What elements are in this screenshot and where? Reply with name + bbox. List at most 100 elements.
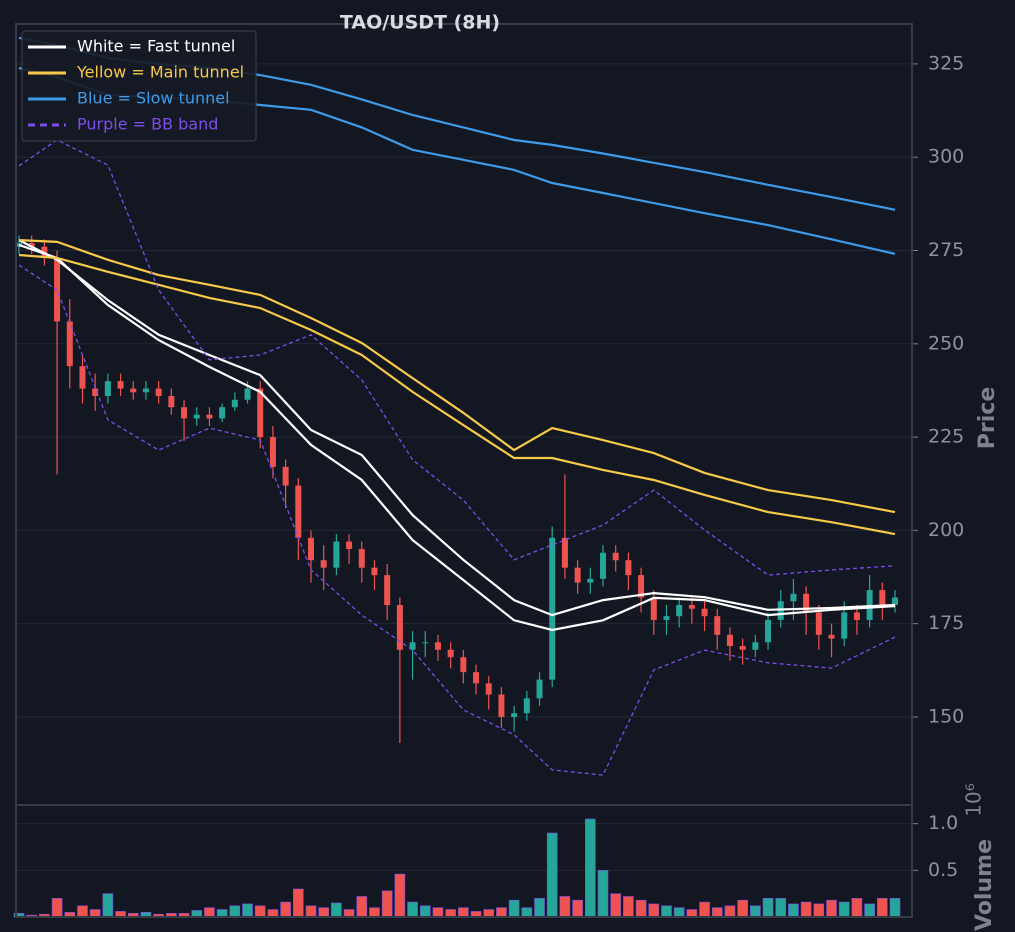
candle-body — [803, 593, 810, 613]
y-tick-label: 225 — [928, 426, 964, 448]
candle-body — [346, 541, 353, 550]
candle-body — [574, 567, 581, 583]
y-tick-label: 0.5 — [928, 859, 958, 881]
candle-body — [447, 649, 454, 658]
volume-bar — [204, 907, 215, 918]
y-tick-label: 250 — [928, 332, 964, 354]
tunnel-line — [18, 243, 896, 632]
volume-bar — [864, 903, 875, 918]
volume-bar — [381, 890, 393, 918]
volume-bar — [800, 901, 812, 918]
candle-body — [523, 698, 530, 714]
tunnel-line — [18, 239, 896, 514]
volume-bar — [267, 909, 279, 918]
y-tick-label: 175 — [928, 612, 964, 634]
volume-bar — [331, 902, 342, 918]
plot — [13, 36, 901, 918]
volume-bar — [51, 898, 63, 918]
candle-body — [485, 683, 492, 695]
volume-bar — [102, 893, 114, 918]
volume-bar — [889, 898, 901, 918]
volume-bar — [343, 909, 355, 918]
y-tick-label: 200 — [928, 519, 964, 541]
candle-body — [333, 541, 340, 568]
candle-body — [130, 388, 137, 393]
volume-bar — [775, 898, 787, 918]
volume-bar — [762, 898, 774, 918]
volume-bar — [877, 898, 888, 918]
volume-axis-label: Volume — [972, 839, 997, 931]
volume-bar — [737, 899, 748, 918]
candle-body — [650, 597, 657, 620]
candle-body — [384, 575, 391, 605]
candle-body — [117, 381, 124, 389]
candle-body — [92, 388, 99, 397]
candle-body — [308, 537, 314, 561]
candle-body — [828, 634, 835, 639]
volume-bar — [623, 896, 634, 918]
volume-bar — [851, 898, 863, 918]
candle-body — [612, 552, 619, 561]
candle-body — [193, 414, 200, 419]
candle-body — [841, 612, 848, 639]
candle-body — [587, 578, 594, 583]
candle-body — [714, 616, 721, 635]
volume-bar — [585, 818, 596, 918]
candle-body — [320, 560, 327, 568]
legend-label: Purple = BB band — [77, 115, 218, 134]
volume-bar — [318, 907, 329, 918]
candle-body — [790, 593, 797, 602]
candle-body — [396, 604, 403, 650]
candle-body — [104, 381, 111, 397]
candle-body — [181, 407, 188, 419]
tunnel-line — [18, 264, 896, 776]
candle-body — [244, 388, 251, 400]
candle-body — [155, 388, 162, 397]
candle-body — [66, 321, 73, 367]
volume-bar — [546, 832, 558, 918]
volume-bar — [496, 907, 507, 918]
volume-bar — [813, 903, 825, 918]
legend-label: Blue = Slow tunnel — [77, 89, 230, 108]
volume-bar — [724, 905, 736, 918]
volume-bar — [229, 905, 241, 918]
tunnel-line — [18, 239, 896, 617]
candle-body — [434, 642, 441, 650]
candle-body — [231, 399, 238, 408]
candle-body — [879, 590, 886, 605]
candle-body — [663, 616, 670, 620]
candle-body — [638, 575, 645, 598]
y-axis-label: Price — [975, 387, 1000, 449]
volume-bar — [635, 899, 647, 918]
y-tick-label: 150 — [928, 705, 964, 727]
volume-bar — [610, 893, 621, 918]
y-tick-label: 325 — [928, 52, 964, 74]
volume-bar — [673, 907, 685, 918]
volume-bar — [407, 901, 418, 918]
volume-bar — [432, 907, 444, 918]
legend-label: White = Fast tunnel — [77, 37, 235, 56]
volume-bar — [711, 907, 723, 918]
volume-bar — [534, 898, 545, 918]
y-tick-label: 300 — [928, 146, 964, 168]
volume-bar — [242, 903, 253, 918]
candle-body — [358, 549, 365, 568]
candle-body — [765, 619, 772, 643]
chart-title: TAO/USDT (8H) — [340, 12, 500, 34]
legend-label: Yellow = Main tunnel — [76, 63, 244, 82]
candle-body — [498, 694, 505, 717]
volume-bar — [572, 899, 583, 918]
volume-scale-label: 10⁶ — [962, 783, 986, 816]
candle-body — [28, 243, 35, 247]
candle-body — [815, 612, 822, 635]
volume-bar — [89, 909, 101, 918]
candle-body — [866, 590, 873, 620]
candle-body — [142, 388, 149, 393]
volume-bar — [356, 896, 368, 918]
candle-body — [676, 604, 683, 617]
candle-body — [460, 657, 467, 673]
candle-body — [561, 537, 568, 568]
